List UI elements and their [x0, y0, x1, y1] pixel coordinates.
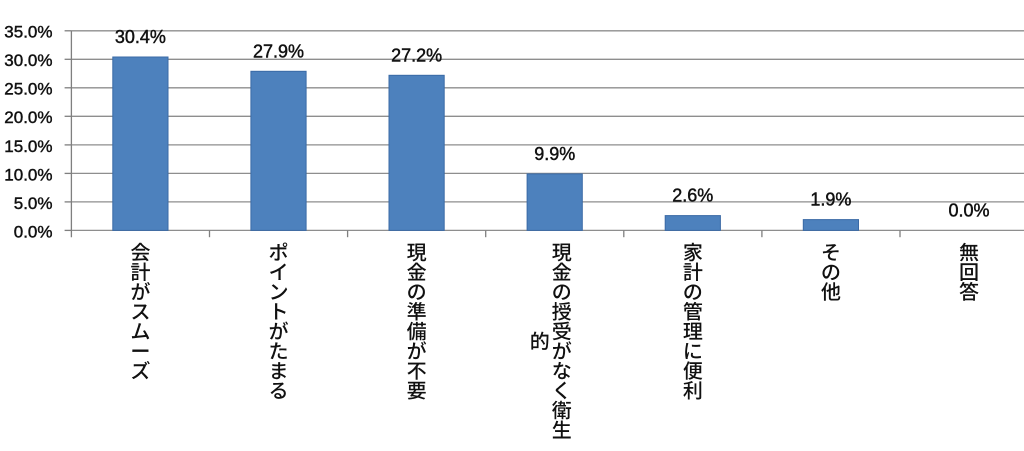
- svg-text:0.0%: 0.0%: [948, 200, 989, 220]
- svg-text:2.6%: 2.6%: [672, 186, 713, 206]
- svg-text:10.0%: 10.0%: [4, 165, 52, 184]
- svg-text:30.4%: 30.4%: [115, 27, 166, 47]
- svg-text:20.0%: 20.0%: [4, 108, 52, 127]
- svg-text:5.0%: 5.0%: [14, 194, 53, 213]
- svg-text:15.0%: 15.0%: [4, 137, 52, 156]
- svg-text:9.9%: 9.9%: [534, 144, 575, 164]
- svg-text:30.0%: 30.0%: [4, 51, 52, 70]
- svg-text:0.0%: 0.0%: [14, 222, 53, 241]
- svg-text:1.9%: 1.9%: [810, 190, 851, 210]
- svg-text:25.0%: 25.0%: [4, 80, 52, 99]
- svg-text:27.9%: 27.9%: [253, 41, 304, 61]
- svg-text:35.0%: 35.0%: [4, 23, 52, 42]
- svg-text:27.2%: 27.2%: [391, 45, 442, 65]
